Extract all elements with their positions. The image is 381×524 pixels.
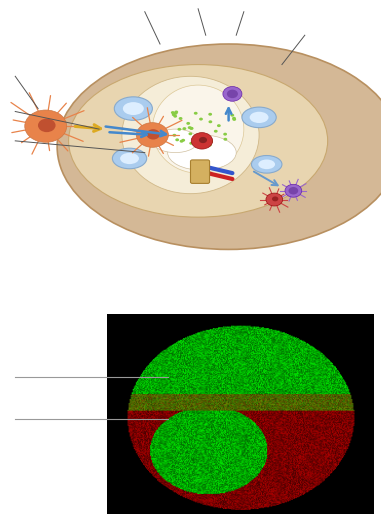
Ellipse shape: [112, 148, 147, 169]
Circle shape: [175, 138, 179, 141]
Circle shape: [25, 110, 67, 143]
Ellipse shape: [114, 97, 152, 121]
Circle shape: [195, 136, 199, 139]
Circle shape: [173, 134, 176, 137]
Circle shape: [189, 127, 193, 130]
Ellipse shape: [168, 135, 236, 170]
Circle shape: [223, 133, 227, 136]
Circle shape: [146, 129, 160, 139]
Circle shape: [199, 137, 207, 143]
Circle shape: [223, 86, 242, 101]
Ellipse shape: [251, 156, 282, 173]
Circle shape: [199, 117, 203, 121]
Ellipse shape: [152, 85, 244, 173]
Circle shape: [208, 113, 212, 116]
Circle shape: [232, 118, 236, 121]
Circle shape: [178, 128, 181, 131]
Circle shape: [172, 113, 176, 116]
Circle shape: [285, 184, 302, 197]
Ellipse shape: [152, 129, 198, 152]
Circle shape: [179, 117, 182, 120]
Circle shape: [186, 122, 190, 125]
Circle shape: [38, 118, 56, 132]
Circle shape: [227, 90, 238, 98]
Circle shape: [209, 139, 213, 142]
Circle shape: [272, 196, 279, 201]
Circle shape: [191, 133, 213, 149]
Circle shape: [182, 127, 186, 130]
Circle shape: [171, 111, 174, 114]
Ellipse shape: [120, 153, 139, 164]
Circle shape: [208, 144, 212, 147]
Ellipse shape: [258, 159, 275, 169]
Circle shape: [173, 115, 177, 118]
Circle shape: [266, 193, 283, 206]
Circle shape: [288, 187, 298, 194]
Circle shape: [208, 121, 212, 123]
Circle shape: [136, 123, 168, 147]
Circle shape: [231, 114, 234, 117]
Circle shape: [181, 139, 185, 141]
Circle shape: [180, 140, 184, 143]
Ellipse shape: [250, 112, 269, 123]
Circle shape: [190, 127, 194, 130]
Ellipse shape: [242, 107, 276, 128]
Circle shape: [197, 135, 201, 138]
Ellipse shape: [122, 77, 259, 194]
Circle shape: [209, 140, 213, 143]
Circle shape: [194, 112, 198, 115]
Circle shape: [174, 111, 178, 113]
Circle shape: [232, 117, 236, 119]
Circle shape: [224, 138, 227, 141]
Ellipse shape: [57, 44, 381, 249]
FancyBboxPatch shape: [190, 160, 210, 183]
Circle shape: [217, 124, 221, 127]
Ellipse shape: [123, 102, 144, 115]
Circle shape: [189, 142, 193, 145]
Circle shape: [174, 112, 178, 115]
Circle shape: [205, 139, 209, 141]
Circle shape: [188, 126, 192, 129]
Circle shape: [214, 130, 218, 133]
Ellipse shape: [69, 64, 328, 217]
Circle shape: [189, 133, 192, 135]
